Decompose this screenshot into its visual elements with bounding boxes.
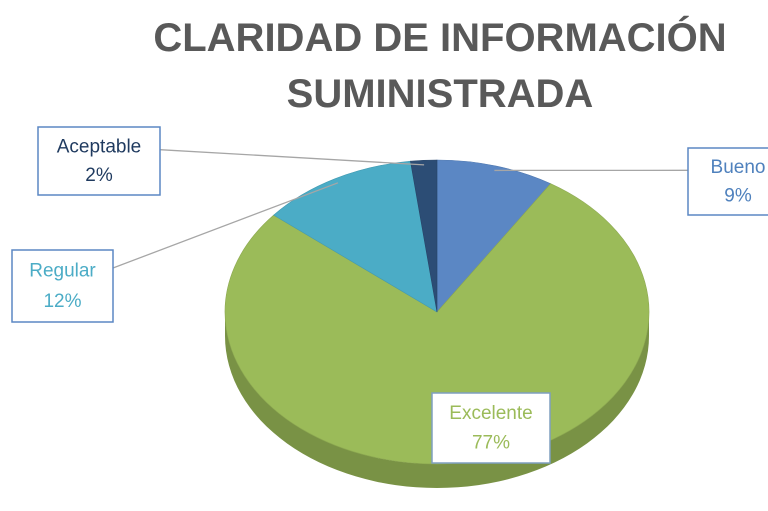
data-label-name: Bueno bbox=[711, 157, 766, 178]
label-box bbox=[687, 147, 768, 216]
data-label-value: 2% bbox=[85, 165, 113, 186]
data-label-name: Regular bbox=[29, 261, 96, 282]
leader-line bbox=[159, 149, 425, 166]
pie-slice bbox=[436, 159, 552, 313]
chart-title: CLARIDAD DE INFORMACIÓN SUMINISTRADA bbox=[153, 16, 727, 116]
label-box bbox=[11, 249, 114, 323]
data-label-name: Excelente bbox=[449, 403, 532, 424]
pie-slice bbox=[410, 159, 438, 313]
pie-slice bbox=[273, 160, 438, 313]
label-box bbox=[431, 392, 551, 464]
data-label-value: 77% bbox=[472, 432, 510, 453]
leader-line bbox=[112, 182, 339, 269]
data-label-value: 12% bbox=[43, 291, 81, 312]
data-label-name: Aceptable bbox=[57, 136, 142, 157]
data-label-value: 9% bbox=[724, 185, 752, 206]
label-box bbox=[37, 126, 161, 196]
